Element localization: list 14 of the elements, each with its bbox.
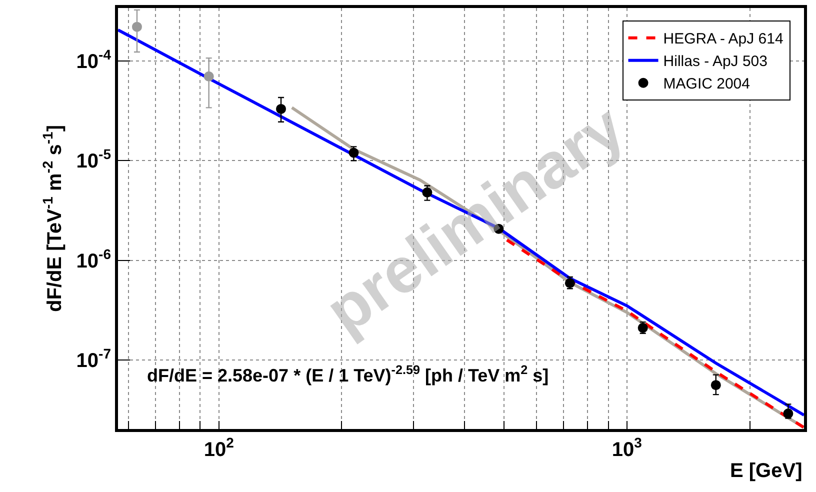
x-axis-title: E [GeV] xyxy=(730,460,802,482)
annotation: dF/dE = 2.58e-07 * (E / 1 TeV)$^{-2.59}$ [ph / TeV m$^{2}$ s] xyxy=(147,363,549,386)
point xyxy=(710,380,721,390)
y-tick-label: 10$^{-7}$ xyxy=(76,346,112,372)
point xyxy=(783,408,794,419)
legend-label: Hillas - ApJ 503 xyxy=(663,53,768,70)
x-tick-label: 10$^{3}$ xyxy=(612,434,642,461)
y-tick-label: 10$^{-4}$ xyxy=(76,46,112,73)
y-tick-label: 10$^{-5}$ xyxy=(76,146,112,173)
legend-label: HEGRA - ApJ 614 xyxy=(663,30,784,48)
y-tick-label: 10$^{-6}$ xyxy=(76,246,112,272)
point xyxy=(276,104,286,114)
x-tick-label: 10$^{2}$ xyxy=(204,434,234,461)
legend-label: MAGIC 2004 xyxy=(663,76,750,93)
